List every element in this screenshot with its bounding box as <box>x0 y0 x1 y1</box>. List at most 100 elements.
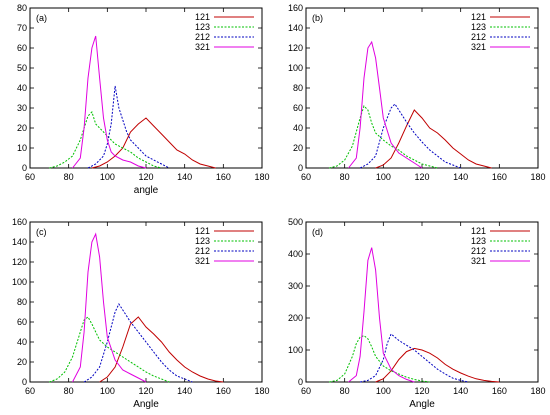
y-tick-label: 20 <box>17 123 27 133</box>
series-line-212 <box>359 103 461 169</box>
panel-1: 0 20 40 60 80 100 120 140 160 60 80 100 120 140 160 180… <box>288 3 546 182</box>
x-tick-label: 120 <box>138 172 153 182</box>
plot-frame <box>305 221 539 383</box>
x-tick-label: 140 <box>453 386 468 396</box>
legend-label: 212 <box>471 32 486 42</box>
y-tick-label: 400 <box>288 249 303 259</box>
plot-frame <box>29 221 263 383</box>
y-tick-label: 80 <box>293 83 303 93</box>
y-tick-label: 140 <box>12 237 27 247</box>
series-line-123 <box>329 105 438 169</box>
panel-label: (c) <box>36 227 47 237</box>
legend-label: 212 <box>195 32 210 42</box>
legend-label: 121 <box>195 12 210 22</box>
series-line-321 <box>348 40 423 169</box>
y-tick-label: 100 <box>288 63 303 73</box>
series-line-123 <box>49 111 162 169</box>
x-tick-label: 180 <box>254 386 269 396</box>
y-tick-label: 60 <box>293 103 303 113</box>
series-line-121 <box>99 316 224 383</box>
plot-frame <box>305 7 539 169</box>
x-tick-label: 120 <box>138 386 153 396</box>
x-tick-label: 140 <box>177 172 192 182</box>
x-tick-label: 60 <box>301 386 311 396</box>
series-line-321 <box>72 232 147 383</box>
legend-label: 321 <box>195 42 210 52</box>
y-tick-label: 500 <box>288 217 303 227</box>
x-tick-label: 180 <box>530 386 545 396</box>
y-tick-label: 160 <box>12 217 27 227</box>
legend-label: 121 <box>471 226 486 236</box>
series-line-321 <box>348 247 415 383</box>
x-tick-label: 120 <box>414 386 429 396</box>
x-tick-label: 140 <box>453 172 468 182</box>
x-tick-label: 160 <box>216 172 231 182</box>
legend-label: 123 <box>471 236 486 246</box>
y-tick-label: 40 <box>17 337 27 347</box>
series-line-123 <box>49 316 170 383</box>
y-tick-label: 200 <box>288 313 303 323</box>
panel-label: (d) <box>312 227 323 237</box>
series-line-212 <box>83 302 193 383</box>
x-axis-label: Angle <box>409 399 435 410</box>
x-tick-label: 60 <box>25 386 35 396</box>
x-tick-label: 100 <box>100 172 115 182</box>
x-tick-label: 140 <box>177 386 192 396</box>
y-tick-label: 40 <box>293 123 303 133</box>
panel-label: (a) <box>36 13 47 23</box>
x-tick-label: 100 <box>376 172 391 182</box>
series-line-121 <box>375 347 500 383</box>
x-tick-label: 60 <box>25 172 35 182</box>
legend-label: 321 <box>195 256 210 266</box>
y-tick-label: 120 <box>12 257 27 267</box>
legend-label: 123 <box>471 22 486 32</box>
series-line-212 <box>359 333 469 383</box>
y-tick-label: 20 <box>293 143 303 153</box>
y-tick-label: 30 <box>17 103 27 113</box>
legend-label: 123 <box>195 236 210 246</box>
panel-label: (b) <box>312 13 323 23</box>
y-tick-label: 20 <box>17 357 27 367</box>
series-line-212 <box>87 85 170 169</box>
legend-label: 123 <box>195 22 210 32</box>
legend-label: 121 <box>471 12 486 22</box>
x-tick-label: 100 <box>376 386 391 396</box>
y-tick-label: 60 <box>17 43 27 53</box>
x-tick-label: 180 <box>530 172 545 182</box>
plot-frame <box>29 7 263 169</box>
y-tick-label: 120 <box>288 43 303 53</box>
x-tick-label: 160 <box>492 386 507 396</box>
x-tick-label: 80 <box>340 386 350 396</box>
x-tick-label: 80 <box>64 172 74 182</box>
panel-2: 0 20 40 60 80 100 120 140 160 60 80 100 120 140 160 180… <box>12 217 270 410</box>
y-tick-label: 160 <box>288 3 303 13</box>
series-line-123 <box>329 335 430 383</box>
x-tick-label: 100 <box>100 386 115 396</box>
y-tick-label: 140 <box>288 23 303 33</box>
legend-label: 212 <box>471 246 486 256</box>
y-tick-label: 0 <box>22 163 27 173</box>
x-tick-label: 80 <box>340 172 350 182</box>
y-tick-label: 100 <box>12 277 27 287</box>
y-tick-label: 50 <box>17 63 27 73</box>
y-tick-label: 60 <box>17 317 27 327</box>
x-axis-label: angle <box>134 185 159 196</box>
legend-label: 321 <box>471 42 486 52</box>
legend-label: 121 <box>195 226 210 236</box>
y-tick-label: 0 <box>22 377 27 387</box>
y-tick-label: 0 <box>298 377 303 387</box>
legend-label: 212 <box>195 246 210 256</box>
x-tick-label: 160 <box>216 386 231 396</box>
y-tick-label: 0 <box>298 163 303 173</box>
x-axis-label: Angle <box>133 399 159 410</box>
series-line-321 <box>72 35 147 169</box>
y-tick-label: 10 <box>17 143 27 153</box>
x-tick-label: 180 <box>254 172 269 182</box>
panel-3: 0 100 200 300 400 500 60 80 100 120 140 160 180 Angle… <box>288 217 546 410</box>
series-line-121 <box>91 117 216 169</box>
y-tick-label: 70 <box>17 23 27 33</box>
y-tick-label: 40 <box>17 83 27 93</box>
series-line-121 <box>375 109 492 169</box>
y-tick-label: 100 <box>288 345 303 355</box>
